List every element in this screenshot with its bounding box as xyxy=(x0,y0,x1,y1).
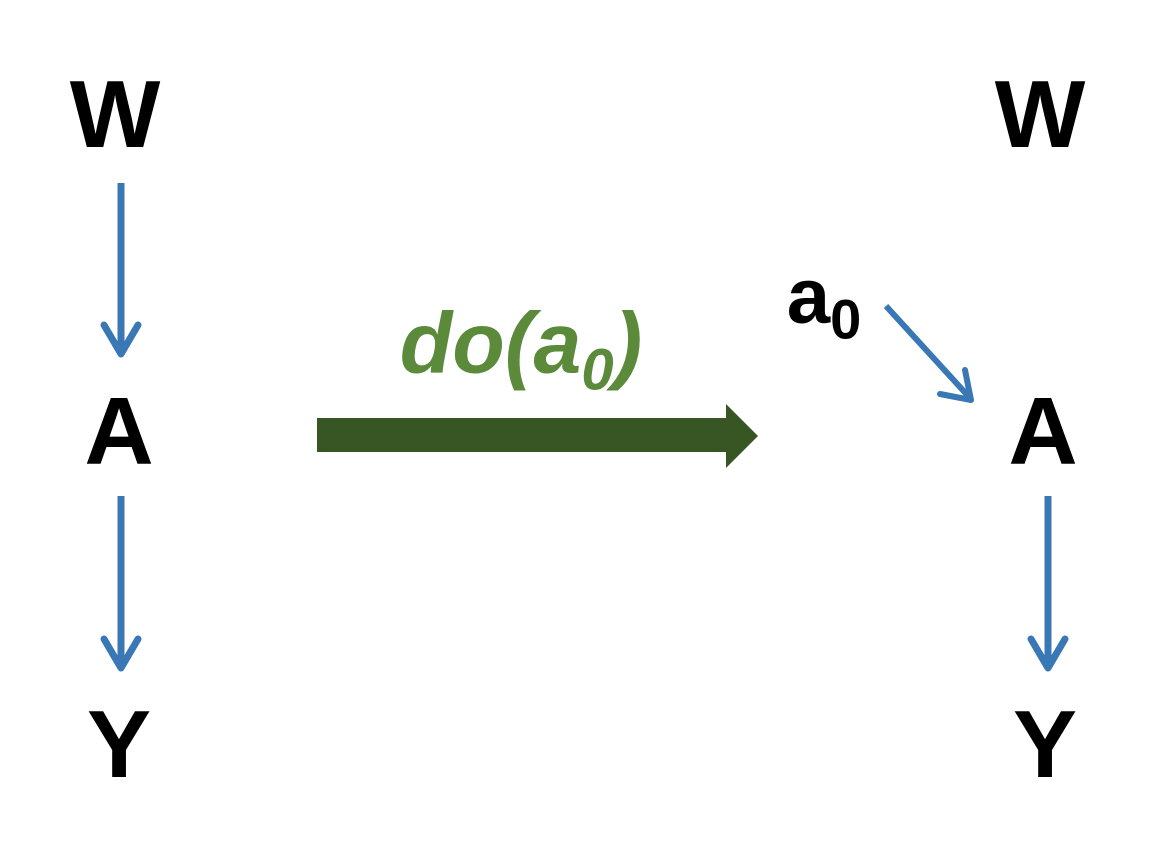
right-node-a0-var: a xyxy=(786,251,831,340)
edge-right-a0-to-a-head xyxy=(937,367,974,403)
edge-left-w-to-a-head xyxy=(100,321,142,358)
intervention-arrow xyxy=(317,404,758,468)
right-node-a: A xyxy=(1008,378,1078,485)
edge-right-a0-to-a xyxy=(883,303,973,401)
right-node-a0-sub: 0 xyxy=(830,287,862,351)
edge-right-a-to-y-head xyxy=(1027,635,1069,672)
intervention-label: do(a0) xyxy=(400,300,642,399)
left-node-y: Y xyxy=(86,691,152,798)
edge-left-a-to-y-head xyxy=(100,635,142,672)
left-node-w: W xyxy=(69,61,161,168)
right-node-a0: a0 xyxy=(787,257,862,348)
intervention-label-sub: 0 xyxy=(581,337,614,403)
intervention-label-var: a xyxy=(533,295,582,392)
right-node-y: Y xyxy=(1012,691,1078,798)
intervention-label-prefix: do( xyxy=(399,295,534,392)
intervention-label-suffix: ) xyxy=(613,295,643,392)
right-node-w: W xyxy=(994,61,1086,168)
left-node-a: A xyxy=(84,378,154,485)
